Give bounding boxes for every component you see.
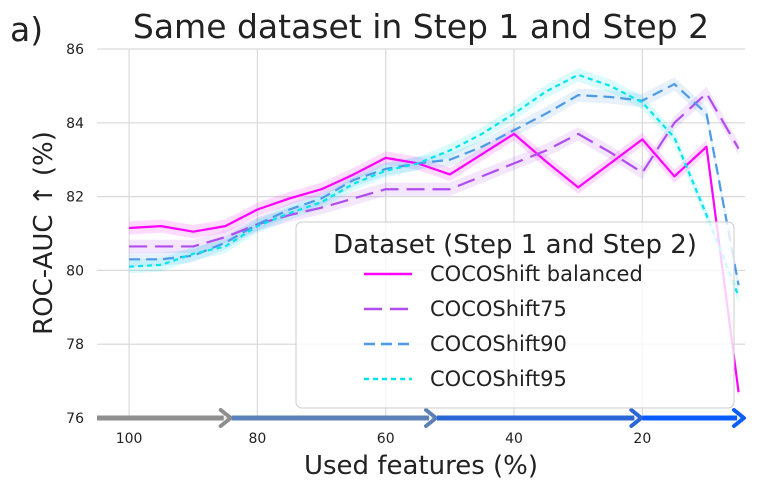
feature-step-arrows	[97, 408, 746, 428]
arrow-head-2	[629, 408, 644, 428]
y-tick-label-82: 82	[66, 190, 84, 206]
y-tick-label-86: 86	[66, 42, 84, 58]
x-tick-label-40: 40	[505, 431, 523, 447]
confidence-bands	[129, 68, 739, 399]
x-tick-label-80: 80	[248, 431, 266, 447]
y-tick-label-78: 78	[66, 337, 84, 353]
legend-label-3: COCOShift95	[430, 367, 567, 391]
legend-label-0: COCOShift balanced	[430, 262, 643, 286]
panel-label: a)	[10, 10, 43, 49]
band-series-0	[129, 127, 739, 399]
y-tick-labels: 76 78 80 82 84 86	[66, 42, 84, 427]
x-tick-labels: 100 80 60 40 20	[116, 431, 652, 447]
legend: Dataset (Step 1 and Step 2) COCOShift ba…	[295, 221, 735, 409]
x-tick-label-100: 100	[116, 431, 143, 447]
x-tick-label-20: 20	[633, 431, 651, 447]
arrow-head-3	[732, 408, 746, 428]
line-series-0	[129, 132, 740, 393]
arrow-head-0	[218, 408, 233, 428]
chart-title: Same dataset in Step 1 and Step 2	[133, 7, 709, 46]
legend-entries: COCOShift balanced COCOShift75 COCOShift90…	[364, 262, 643, 391]
x-axis-label: Used features (%)	[304, 451, 538, 481]
band-series-1	[129, 86, 739, 254]
line-series-2	[129, 82, 740, 286]
legend-label-2: COCOShift90	[430, 332, 567, 356]
legend-box	[295, 221, 735, 409]
y-tick-label-84: 84	[66, 116, 84, 132]
line-series-1	[129, 92, 740, 248]
y-tick-label-80: 80	[66, 263, 84, 279]
legend-title: Dataset (Step 1 and Step 2)	[333, 230, 697, 260]
legend-label-1: COCOShift75	[430, 297, 567, 321]
line-series-3	[129, 73, 740, 297]
series-lines	[129, 73, 740, 393]
y-axis-label: ROC-AUC ↑ (%)	[29, 131, 59, 335]
arrow-head-1	[424, 408, 439, 428]
y-tick-label-76: 76	[66, 411, 84, 427]
x-tick-label-60: 60	[377, 431, 395, 447]
